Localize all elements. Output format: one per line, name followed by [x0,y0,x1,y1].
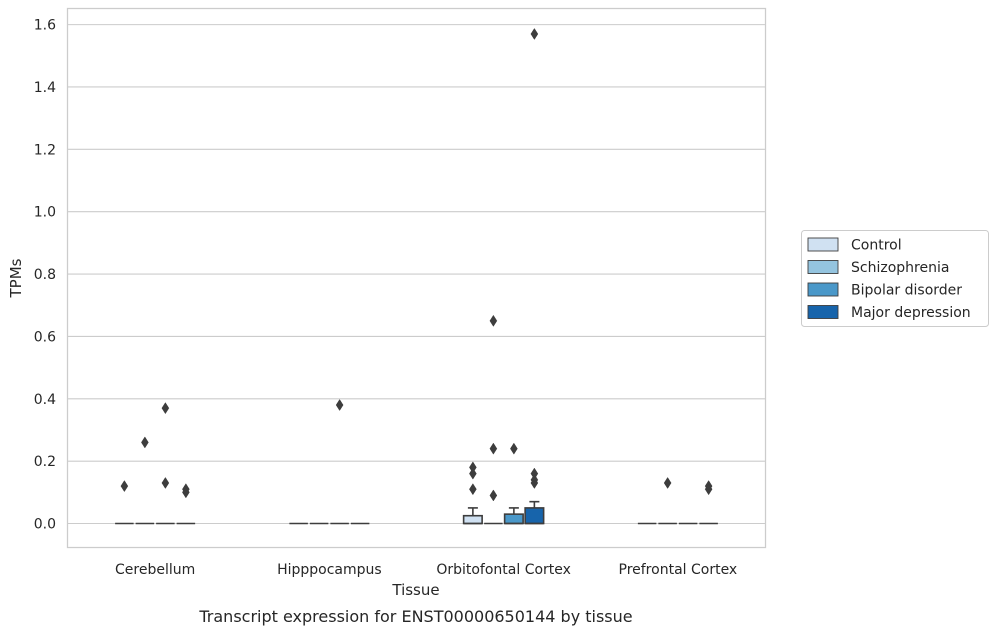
y-tick-label: 0.8 [34,267,56,283]
x-tick-label: Cerebellum [115,562,195,578]
outlier-point [489,442,498,455]
box [503,513,524,525]
outlier-point [489,489,498,502]
x-tick-label: Hipppocampus [277,562,382,578]
chart-caption: Transcript expression for ENST0000065014… [198,607,632,626]
y-tick-label: 0.4 [34,392,56,408]
legend-label: Major depression [851,305,971,321]
y-tick-label: 0.6 [34,329,56,345]
outlier-point [469,483,477,496]
outlier-point [489,314,498,327]
outlier-point [141,436,149,449]
outlier-point [335,399,344,411]
outlier-point [704,483,713,496]
outlier-point [161,477,170,489]
x-tick-label: Orbitofontal Cortex [436,562,571,578]
legend-label: Bipolar disorder [851,283,962,299]
legend-swatch [807,237,839,252]
outlier-point [120,480,129,493]
outlier-point [510,442,518,455]
y-axis-label: TPMs [7,258,25,298]
legend-swatch [807,282,839,297]
legend-swatch [807,260,839,274]
legend-frame [801,230,989,327]
outlier-point [663,477,672,489]
y-tick-label: 0.0 [34,517,56,533]
x-tick-label: Prefrontal Cortex [619,562,738,578]
y-tick-label: 1.6 [34,18,56,34]
legend: Control Schizophrenia Bipolar disorder Majo… [801,230,989,327]
grid-lines [68,24,765,525]
y-tick-label: 1.2 [34,142,56,158]
y-tick-labels: 0.0 0.2 0.4 0.6 0.8 1.0 1.2 1.4 1.6 [34,18,56,533]
outlier-point [182,486,190,499]
y-tick-label: 0.2 [34,454,56,470]
outlier-point [530,477,539,489]
outlier-point [469,467,477,480]
box-plot-marks [115,500,718,525]
box [524,507,545,525]
outlier-point [161,402,170,415]
x-tick-labels: Cerebellum Hipppocampus Orbitofontal Corte… [115,562,737,578]
x-axis-label: Tissue [391,581,439,599]
y-tick-label: 1.0 [34,205,56,221]
legend-label: Control [851,238,902,254]
y-tick-label: 1.4 [34,80,56,96]
box [462,514,483,525]
plot-frame [66,7,767,549]
outlier-point [530,28,539,40]
outlier-points [120,28,713,502]
legend-label: Schizophrenia [851,260,949,276]
legend-swatch [807,305,839,319]
